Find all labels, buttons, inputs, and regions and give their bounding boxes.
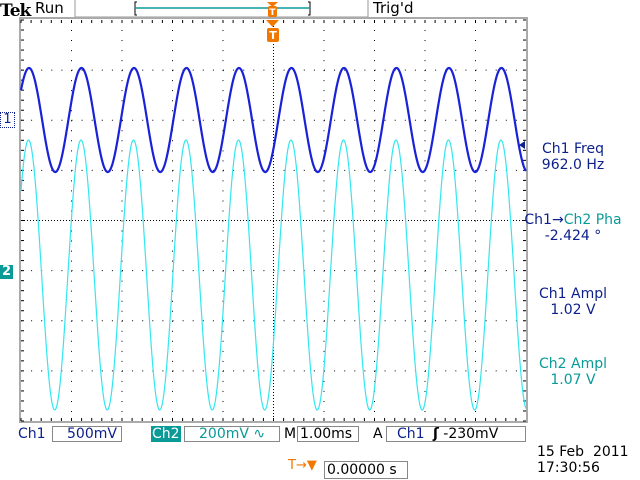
timebase-value: 1.00ms — [300, 426, 353, 442]
brand-logo: Tek — [0, 1, 31, 21]
trigger-position-arrow-icon — [267, 2, 278, 7]
trigger-settings[interactable]: Ch1 ʃ -230mV — [386, 426, 526, 442]
meas-value: 1.02 V — [550, 302, 596, 318]
trigger-position-field[interactable]: 0.00000 s — [324, 461, 408, 479]
trigger-position-value: 0.00000 s — [327, 462, 397, 478]
ch1-label[interactable]: Ch1 — [18, 426, 46, 442]
meas-name: Ch2 Ampl — [539, 356, 607, 372]
trigger-source: Ch1 — [397, 426, 425, 442]
trigger-marker-label: T — [269, 8, 276, 18]
run-state: Run — [35, 0, 64, 17]
ch1-waveform — [19, 66, 527, 174]
ch2-label[interactable]: Ch2 — [151, 426, 181, 442]
ch1-marker-label: 1 — [3, 112, 12, 127]
meas-name: Ch1 Ampl — [539, 286, 607, 302]
ch1-scale[interactable]: 500mV — [52, 426, 122, 442]
meas-value: 962.0 Hz — [541, 157, 605, 173]
time: 17:30:56 — [537, 460, 600, 476]
meas-name: Ch1 Freq — [542, 141, 604, 157]
arrow-icon: → — [551, 212, 564, 228]
ch2-scale[interactable]: 200mV ∿ — [184, 426, 280, 442]
ch2-marker[interactable]: 2 — [0, 265, 13, 279]
trigger-marker-label: T — [269, 29, 277, 42]
trigger-position-icon: T→▼ — [288, 458, 317, 473]
ch1-marker[interactable]: 1 — [0, 112, 15, 128]
meas-value: -2.424 ° — [544, 228, 602, 244]
meas-name-b: Ch2 Pha — [563, 212, 622, 228]
bandwidth-limit-icon: ∿ — [253, 426, 266, 442]
ch2-marker-label: 2 — [1, 264, 12, 279]
trigger-level: -230mV — [443, 426, 499, 442]
meas-name-a: Ch1 — [524, 212, 552, 228]
trigger-record-marker-icon — [268, 6, 277, 17]
measurement-ch2-ampl: Ch2 Ampl 1.07 V — [514, 356, 632, 388]
date: 15 Feb 2011 — [537, 444, 629, 460]
ch1-scale-value: 500mV — [67, 426, 117, 442]
trigger-point-marker-icon — [267, 28, 279, 42]
meas-value: 1.07 V — [550, 372, 596, 388]
graticule-frame — [19, 17, 528, 423]
rising-edge-icon: ʃ — [433, 426, 439, 442]
measurement-phase: Ch1→Ch2 Pha -2.424 ° — [508, 212, 638, 244]
trigger-status: Trig'd — [373, 0, 414, 17]
timebase-scale[interactable]: 1.00ms — [297, 426, 359, 442]
timebase-label: M — [284, 426, 297, 442]
ch2-scale-value: 200mV — [199, 426, 249, 442]
measurement-ch1-ampl: Ch1 Ampl 1.02 V — [514, 286, 632, 318]
measurement-ch1-freq: Ch1 Freq 962.0 Hz — [514, 141, 632, 173]
trigger-level-arrow-icon — [519, 141, 525, 149]
trigger-mode: A — [373, 426, 383, 442]
trigger-position-arrow-icon — [266, 20, 279, 27]
ch2-waveform — [20, 139, 527, 411]
